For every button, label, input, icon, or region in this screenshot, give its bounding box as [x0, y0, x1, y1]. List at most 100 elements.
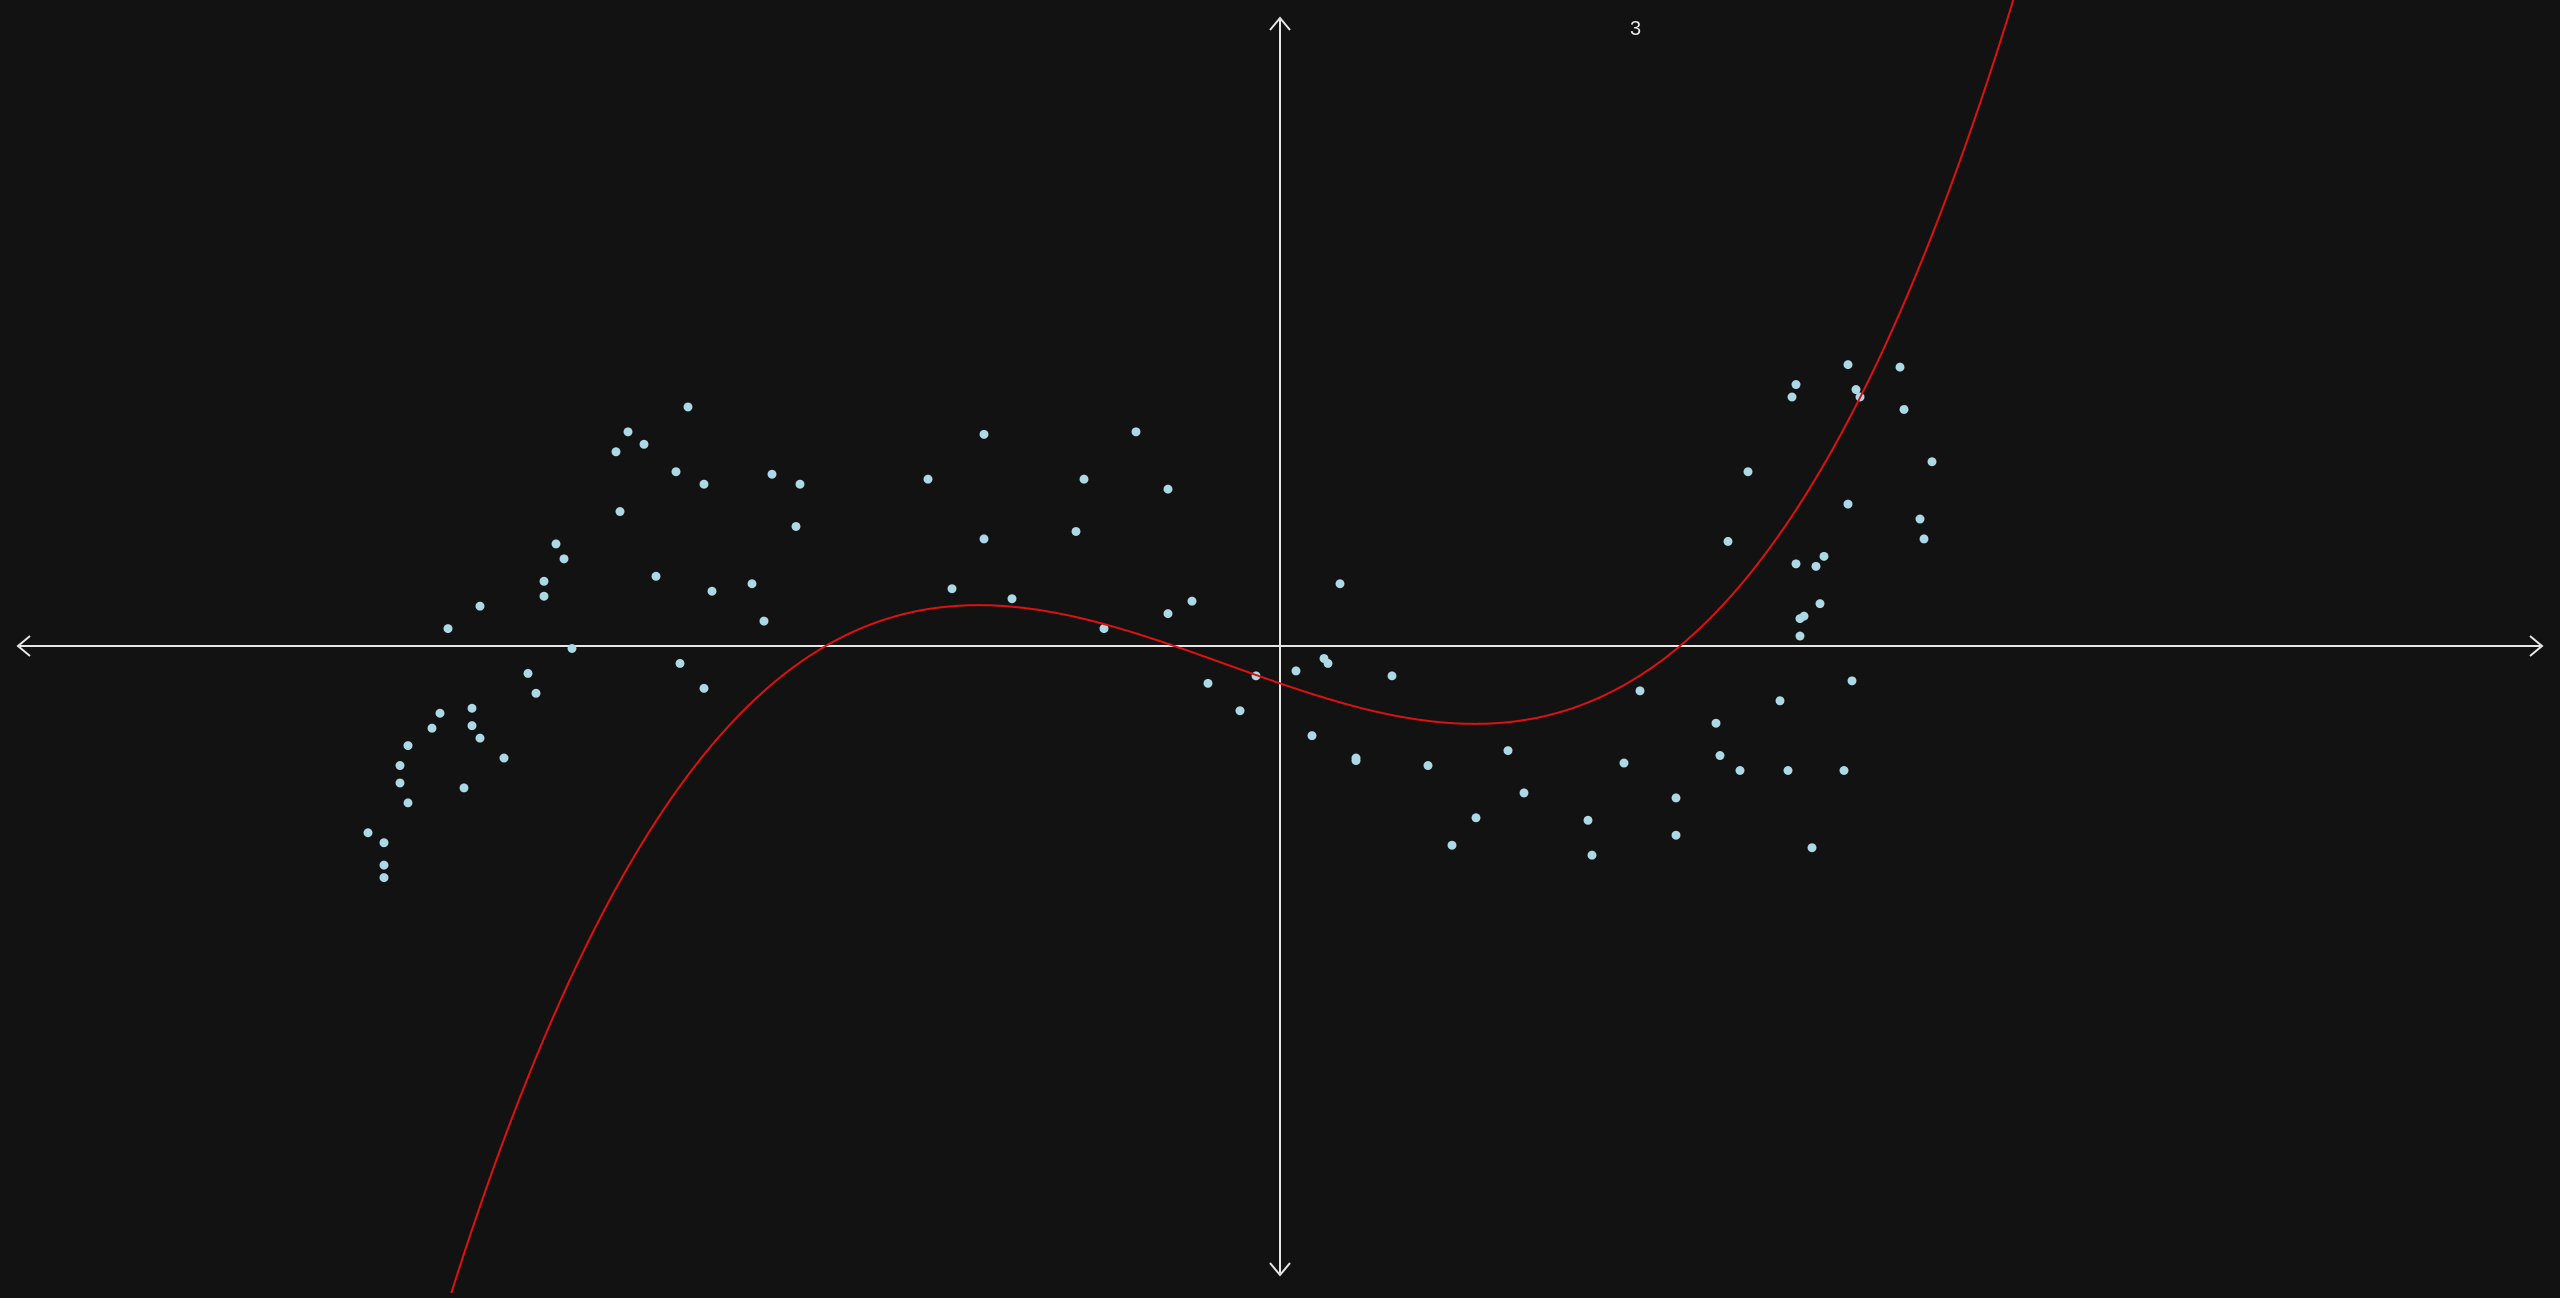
data-point	[1811, 561, 1821, 571]
data-points	[363, 360, 1937, 883]
data-point	[379, 873, 389, 883]
data-point	[1235, 706, 1245, 716]
data-point	[767, 469, 777, 479]
data-point	[539, 576, 549, 586]
data-point	[1735, 766, 1745, 775]
data-point	[395, 778, 405, 788]
data-point	[1783, 766, 1793, 775]
data-point	[1423, 761, 1433, 771]
data-point	[1503, 746, 1513, 756]
data-point	[567, 643, 577, 653]
data-point	[1163, 484, 1173, 494]
data-point	[795, 479, 805, 489]
data-point	[1787, 392, 1797, 402]
data-point	[1307, 731, 1317, 741]
data-point	[1587, 850, 1597, 860]
data-point	[523, 668, 533, 678]
y-axis-top-arrow	[1269, 16, 1291, 31]
data-point	[1711, 718, 1721, 728]
data-point	[707, 586, 717, 596]
data-point	[1635, 686, 1645, 696]
data-point	[1843, 360, 1853, 370]
data-point	[1807, 843, 1817, 853]
data-point	[1915, 514, 1925, 524]
data-point	[475, 733, 485, 743]
data-point	[1815, 599, 1825, 609]
data-point	[675, 658, 685, 668]
data-point	[499, 753, 509, 763]
data-point	[427, 723, 437, 733]
data-point	[1791, 380, 1801, 390]
data-point	[539, 591, 549, 601]
data-point	[759, 616, 769, 626]
data-point	[623, 427, 633, 437]
data-point	[699, 479, 709, 489]
data-point	[1471, 813, 1481, 823]
data-point	[559, 554, 569, 564]
data-point	[531, 688, 541, 698]
data-point	[435, 708, 445, 718]
data-point	[1583, 815, 1593, 825]
data-point	[1895, 362, 1905, 372]
data-point	[1387, 671, 1397, 681]
data-point	[467, 703, 477, 713]
x-axis-right-arrow	[2529, 635, 2544, 657]
data-point	[1843, 499, 1853, 509]
data-point	[1335, 579, 1345, 589]
data-point	[1819, 551, 1829, 561]
data-point	[1723, 536, 1733, 546]
data-point	[403, 798, 413, 808]
y-axis-bottom-arrow	[1269, 1262, 1291, 1277]
fit-curve-group	[448, 0, 2015, 1298]
data-point	[1919, 534, 1929, 544]
data-point	[1071, 526, 1081, 536]
data-point	[1291, 666, 1301, 676]
axes	[16, 16, 2544, 1277]
data-point	[1519, 788, 1529, 798]
data-point	[1671, 793, 1681, 803]
data-point	[443, 624, 453, 634]
data-point	[459, 783, 469, 793]
data-point	[379, 860, 389, 870]
x-axis-left-arrow	[16, 635, 31, 657]
data-point	[1795, 631, 1805, 641]
data-point	[551, 539, 561, 549]
data-point	[1619, 758, 1629, 768]
data-point	[1163, 609, 1173, 619]
data-point	[379, 838, 389, 848]
data-point	[791, 521, 801, 531]
data-point	[403, 741, 413, 751]
data-point	[1791, 559, 1801, 569]
data-point	[1187, 596, 1197, 606]
data-point	[1899, 404, 1909, 414]
data-point	[1131, 427, 1141, 437]
data-point	[683, 402, 693, 412]
data-point	[699, 683, 709, 693]
data-point	[467, 721, 477, 731]
data-point	[395, 761, 405, 771]
data-point	[1839, 766, 1849, 775]
data-point	[1851, 385, 1861, 395]
data-point	[1775, 696, 1785, 706]
data-point	[363, 828, 373, 838]
data-point	[1927, 457, 1937, 467]
data-point	[1715, 751, 1725, 761]
data-point	[1323, 658, 1333, 668]
data-point	[923, 474, 933, 484]
data-point	[611, 447, 621, 457]
data-point	[1847, 676, 1857, 686]
degree-label: 3	[1630, 18, 1642, 40]
data-point	[651, 571, 661, 581]
data-point	[1079, 474, 1089, 484]
data-point	[747, 579, 757, 589]
fit-curve	[448, 0, 2015, 1298]
data-point	[979, 534, 989, 544]
data-point	[1447, 840, 1457, 850]
data-point	[639, 439, 649, 449]
data-point	[979, 429, 989, 439]
data-point	[947, 584, 957, 594]
data-point	[475, 601, 485, 611]
data-point	[1743, 467, 1753, 477]
